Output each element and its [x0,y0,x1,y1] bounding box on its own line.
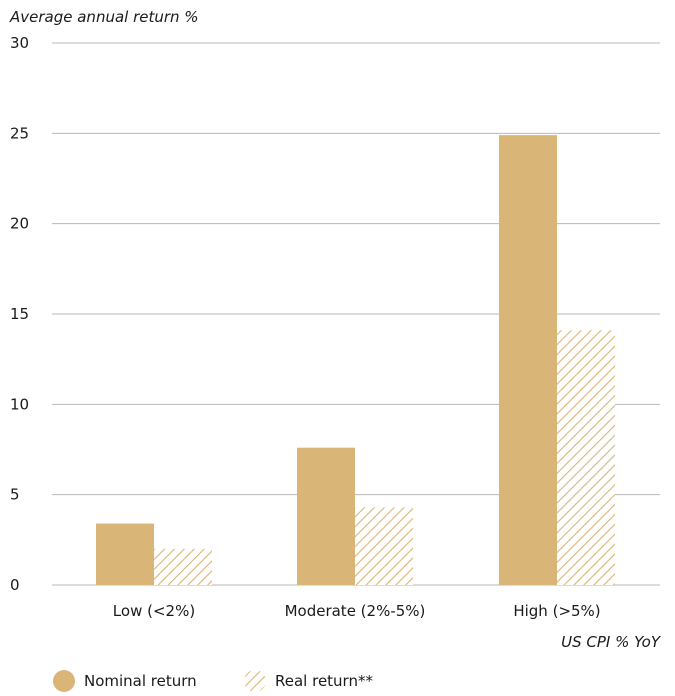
y-tick-label: 5 [10,486,20,504]
y-tick-label: 30 [10,34,29,52]
gridlines [52,42,660,586]
y-axis-title: Average annual return % [9,8,199,26]
y-tick-label: 10 [10,395,29,413]
legend-swatch-nominal [53,670,75,692]
bar-real-1 [355,507,413,585]
legend-label-real: Real return** [275,672,373,690]
bar-real-2 [557,330,615,585]
category-labels: Low (<2%) Moderate (2%-5%) High (>5%) [113,602,601,620]
category-label: Moderate (2%-5%) [285,602,426,620]
bar-nominal-2 [499,135,557,585]
y-tick-label: 15 [10,305,29,323]
legend: Nominal return Real return** [53,670,373,692]
bar-nominal-1 [297,447,355,585]
x-axis-title: US CPI % YoY [561,633,662,651]
category-label: High (>5%) [513,602,600,620]
bar-nominal-0 [96,523,154,585]
y-tick-label: 25 [10,124,29,142]
bars [96,135,615,585]
legend-swatch-real [244,670,266,692]
y-tick-label: 0 [10,576,20,594]
legend-label-nominal: Nominal return [84,672,197,690]
y-tick-labels: 0 5 10 15 20 25 30 [10,34,29,594]
y-tick-label: 20 [10,215,29,233]
category-label: Low (<2%) [113,602,195,620]
bar-real-0 [154,548,212,585]
